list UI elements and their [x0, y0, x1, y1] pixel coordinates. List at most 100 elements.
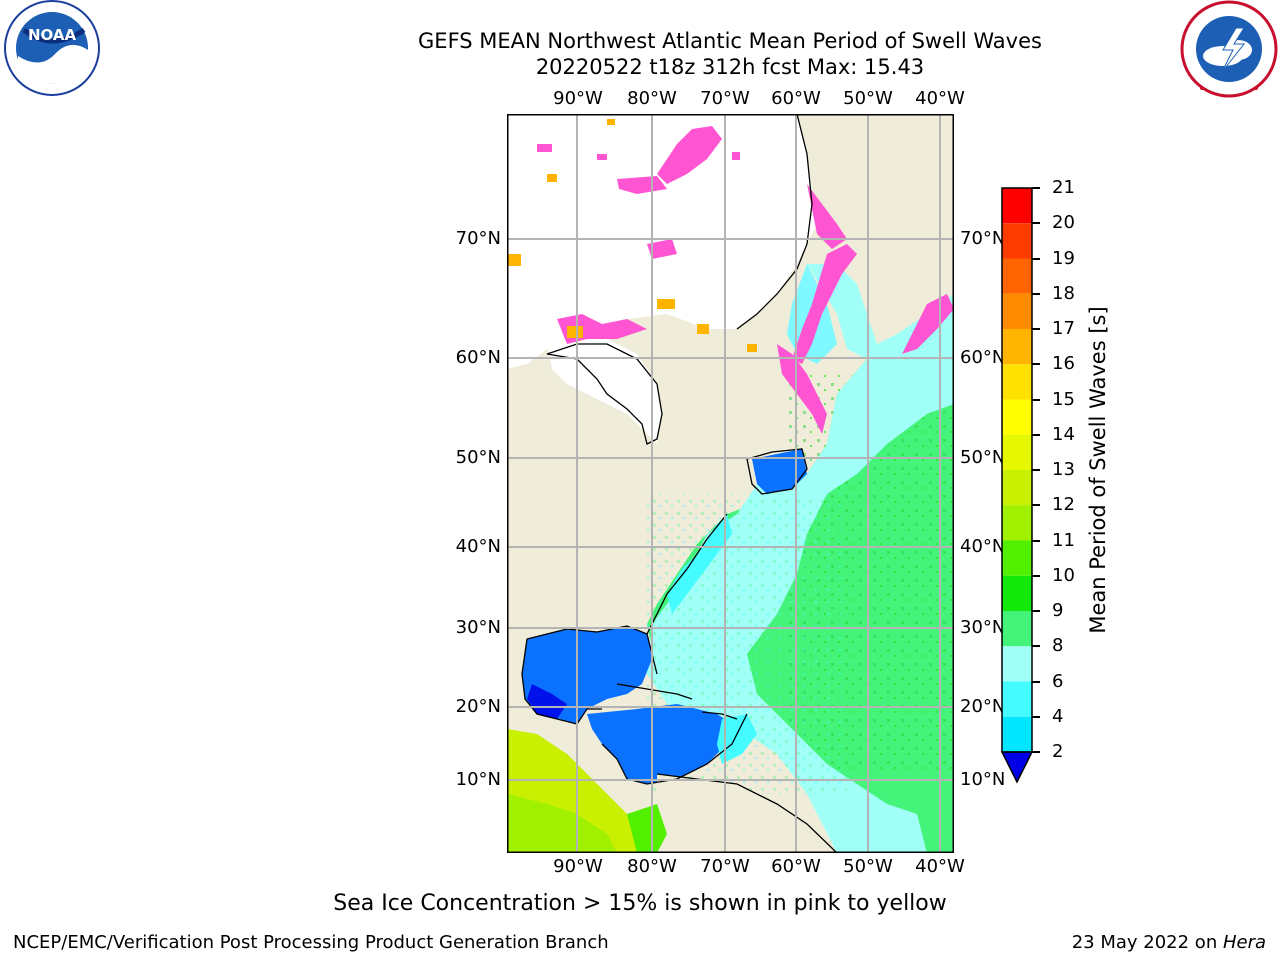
colorbar-segment — [1002, 575, 1032, 611]
colorbar-tick-mark — [1032, 187, 1040, 189]
footer-date: 23 May 2022 on — [1071, 932, 1223, 953]
colorbar-tick-label: 10 — [1052, 564, 1075, 586]
caribbean-sea — [587, 704, 732, 784]
lat-label-left-10n: 10°N — [455, 769, 501, 790]
colorbar — [1000, 186, 1036, 786]
colorbar-tick-mark — [1032, 645, 1040, 648]
colorbar-tick-mark — [1032, 751, 1040, 753]
coastlines — [521, 114, 838, 853]
colorbar-tick-label: 20 — [1052, 212, 1075, 234]
colorbar-segment — [1002, 223, 1032, 259]
footer-left: NCEP/EMC/Verification Post Processing Pr… — [13, 932, 609, 953]
sea-ice-yellow — [507, 119, 757, 352]
colorbar-segment — [1002, 434, 1032, 470]
colorbar-tick-label: 21 — [1052, 177, 1075, 198]
colorbar-tick-label: 19 — [1052, 247, 1075, 269]
lat-label-right-10n: 10°N — [960, 769, 1006, 790]
colorbar-tick-label: 9 — [1052, 600, 1064, 621]
south-america-land — [657, 774, 837, 853]
colorbar-tick-mark — [1032, 680, 1040, 683]
lat-label-right-30n: 30°N — [960, 617, 1006, 638]
colorbar-segment — [1002, 470, 1032, 506]
colorbar-tick-mark — [1032, 504, 1040, 507]
lon-label-bottom-50w: 50°W — [843, 856, 893, 877]
colorbar-tick-label: 8 — [1052, 635, 1064, 657]
lon-label-top-60w: 60°W — [771, 88, 821, 109]
lat-label-left-40n: 40°N — [455, 536, 501, 557]
lat-label-right-50n: 50°N — [960, 447, 1006, 468]
lon-label-bottom-60w: 60°W — [771, 856, 821, 877]
colorbar-tick-mark — [1032, 292, 1040, 295]
lat-label-left-20n: 20°N — [455, 696, 501, 717]
colorbar-tick-label: 2 — [1052, 741, 1064, 762]
colorbar-tick-label: 15 — [1052, 388, 1075, 410]
lon-label-bottom-80w: 80°W — [627, 856, 677, 877]
colorbar-segment — [1002, 364, 1032, 400]
lat-label-left-50n: 50°N — [455, 447, 501, 468]
colorbar-tick-label: 4 — [1052, 705, 1064, 727]
colorbar-tick-mark — [1032, 257, 1040, 260]
lon-label-bottom-90w: 90°W — [553, 856, 603, 877]
lat-label-right-20n: 20°N — [960, 696, 1006, 717]
lat-label-right-40n: 40°N — [960, 536, 1006, 557]
colorbar-segment — [1002, 505, 1032, 541]
lon-label-bottom-40w: 40°W — [915, 856, 965, 877]
colorbar-tick-mark — [1032, 328, 1040, 330]
footer-right: 23 May 2022 on Hera — [1072, 932, 1266, 953]
colorbar-tick-mark — [1032, 610, 1040, 612]
colorbar-tick-mark — [1032, 539, 1040, 542]
chart-title-line1: GEFS MEAN Northwest Atlantic Mean Period… — [418, 29, 1042, 53]
map-panel — [506, 113, 955, 854]
colorbar-tick-label: 13 — [1052, 459, 1075, 480]
colorbar-segment — [1002, 716, 1032, 752]
colorbar-tick-mark — [1032, 574, 1040, 577]
noaa-logo: NOAA — [0, 0, 104, 100]
lat-label-left-30n: 30°N — [455, 617, 501, 638]
chart-title-line2: 20220522 t18z 312h fcst Max: 15.43 — [535, 55, 925, 79]
lon-label-bottom-70w: 70°W — [700, 856, 750, 877]
lat-label-left-60n: 60°N — [455, 347, 501, 368]
colorbar-tick-label: 12 — [1052, 494, 1075, 516]
colorbar-under-triangle — [1000, 751, 1034, 784]
colorbar-tick-mark — [1032, 469, 1040, 471]
colorbar-segment — [1002, 646, 1032, 682]
colorbar-tick-label: 16 — [1052, 353, 1075, 375]
colorbar-tick-label: 6 — [1052, 670, 1064, 692]
colorbar-tick-mark — [1032, 363, 1040, 366]
gulf-st-lawrence — [752, 449, 807, 494]
colorbar-segment — [1002, 681, 1032, 717]
lon-label-top-40w: 40°W — [915, 88, 965, 109]
footer-host: Hera — [1222, 932, 1266, 953]
lon-label-top-70w: 70°W — [700, 88, 750, 109]
map-canvas — [506, 113, 955, 854]
map-gridlines — [507, 114, 954, 853]
colorbar-tick-label: 17 — [1052, 318, 1075, 339]
hudson-bay-region — [547, 334, 662, 444]
colorbar-label: Mean Period of Swell Waves [s] — [1086, 306, 1110, 634]
lon-label-top-80w: 80°W — [627, 88, 677, 109]
nws-logo — [1178, 0, 1280, 100]
lat-label-right-60n: 60°N — [960, 347, 1006, 368]
lat-label-right-70n: 70°N — [960, 228, 1006, 249]
colorbar-tick-mark — [1032, 222, 1040, 225]
colorbar-segment — [1002, 293, 1032, 329]
lon-label-top-50w: 50°W — [843, 88, 893, 109]
colorbar-segment — [1002, 329, 1032, 365]
lon-label-top-90w: 90°W — [553, 88, 603, 109]
sea-ice-caption: Sea Ice Concentration > 15% is shown in … — [333, 891, 947, 916]
map-frame — [506, 113, 955, 854]
colorbar-segment — [1002, 399, 1032, 435]
lat-label-left-70n: 70°N — [455, 228, 501, 249]
colorbar-tick-mark — [1032, 398, 1040, 401]
colorbar-tick-label: 18 — [1052, 282, 1075, 304]
colorbar-graphic — [1000, 187, 1034, 784]
colorbar-tick-mark — [1032, 715, 1040, 718]
noaa-logo-text: NOAA — [28, 26, 77, 44]
colorbar-segment — [1002, 188, 1032, 224]
colorbar-segment — [1002, 540, 1032, 576]
colorbar-tick-label: 14 — [1052, 423, 1075, 445]
colorbar-segment — [1002, 258, 1032, 294]
colorbar-tick-mark — [1032, 433, 1040, 436]
colorbar-tick-label: 11 — [1052, 529, 1075, 551]
colorbar-segment — [1002, 611, 1032, 647]
